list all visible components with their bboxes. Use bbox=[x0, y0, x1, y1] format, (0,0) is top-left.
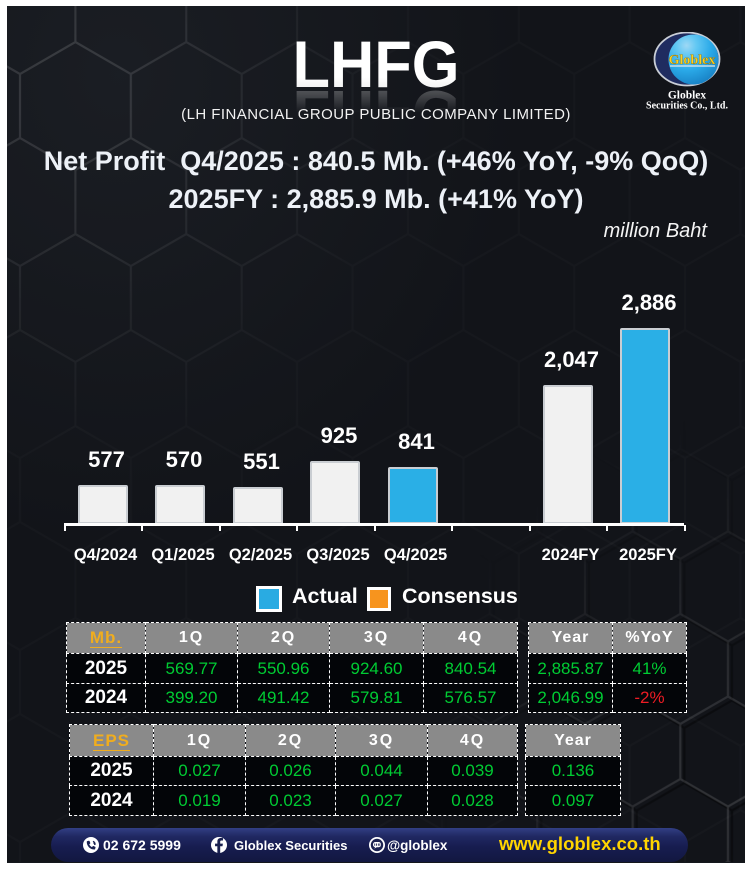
svg-text:Globlex: Globlex bbox=[669, 53, 716, 68]
svg-text:Globlex: Globlex bbox=[668, 90, 707, 102]
svg-text:Securities Co., Ltd.: Securities Co., Ltd. bbox=[646, 101, 728, 112]
